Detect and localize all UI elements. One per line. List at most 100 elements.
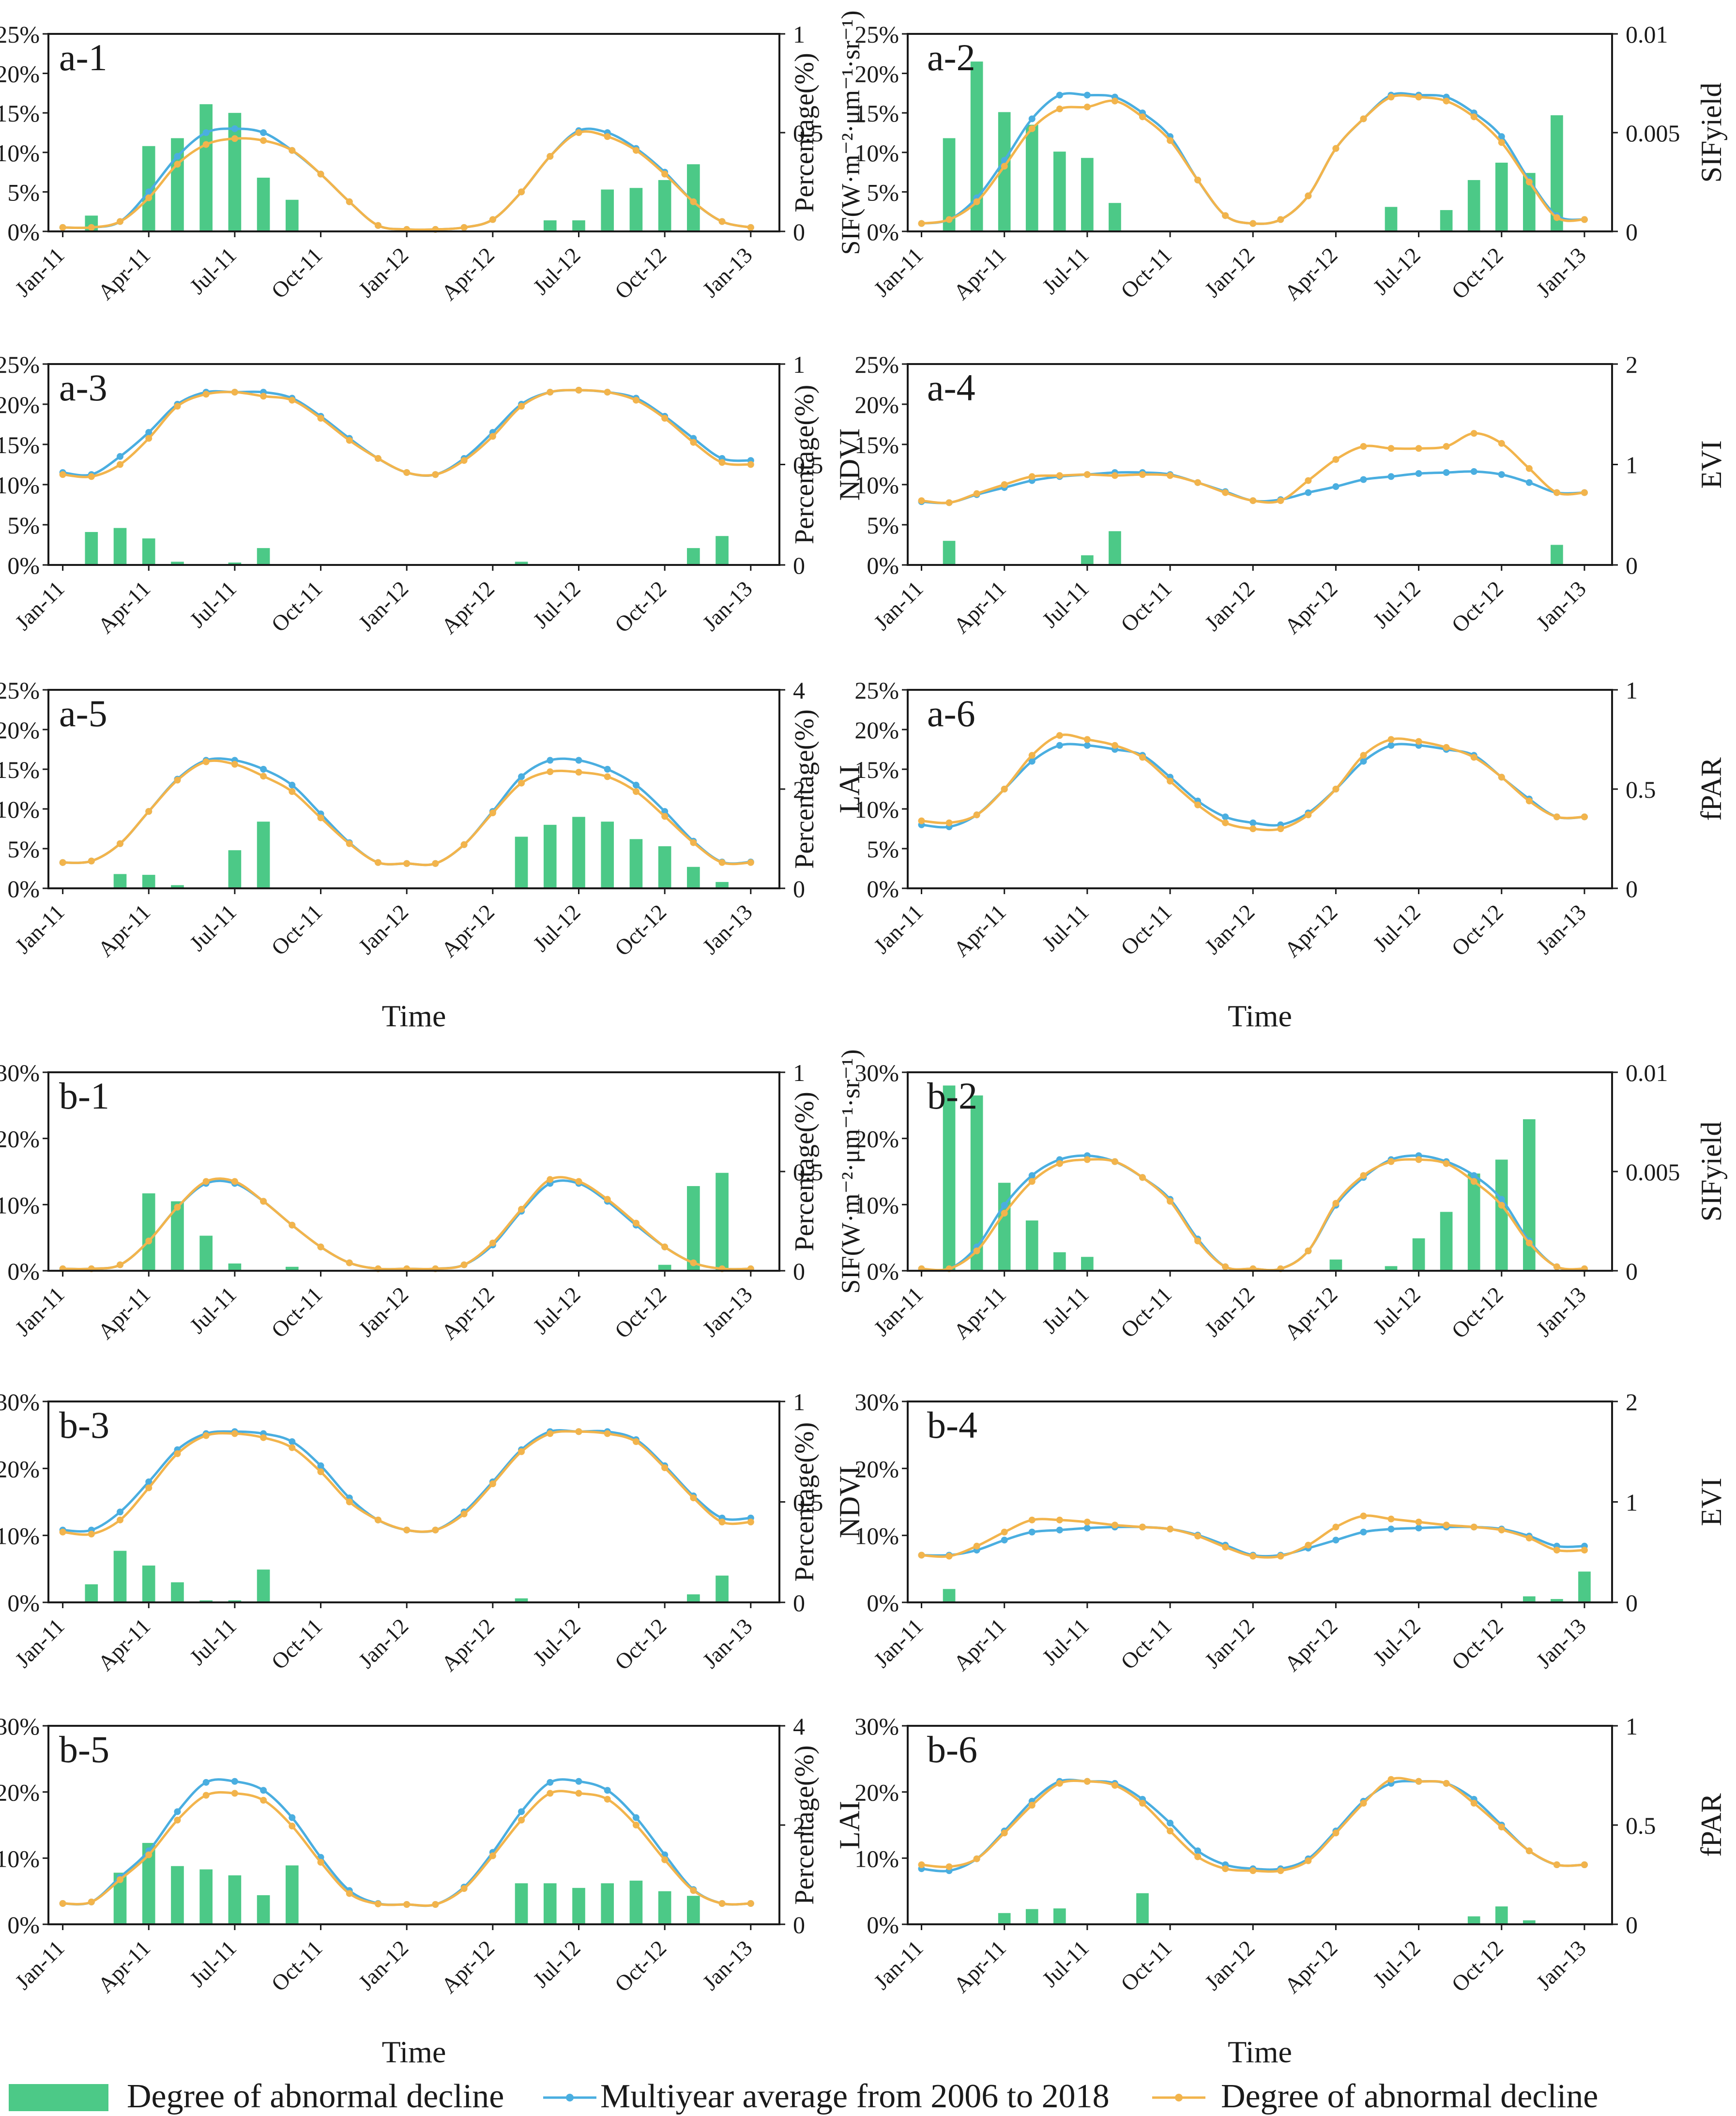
data-point-cur <box>174 1450 181 1457</box>
x-tick-label: Oct-11 <box>1116 1282 1176 1342</box>
data-point-cur <box>59 859 66 866</box>
data-point-cur <box>1360 1512 1367 1520</box>
data-point-cur <box>231 1430 238 1437</box>
data-point-cur <box>945 216 953 223</box>
bar <box>1053 152 1066 231</box>
data-point-cur <box>1360 443 1367 450</box>
bar <box>85 1584 98 1602</box>
x-tick-label: Jul-12 <box>528 1614 585 1670</box>
data-point-cur <box>718 1519 726 1525</box>
data-point-cur <box>260 393 267 400</box>
data-point-cur <box>718 859 726 866</box>
data-point-cur <box>59 1528 66 1536</box>
data-point-cur <box>1498 774 1505 781</box>
data-point-cur <box>747 224 754 231</box>
x-tick-label: Oct-11 <box>266 899 327 960</box>
plot-frame <box>47 1071 780 1272</box>
data-point-avg <box>202 1779 210 1786</box>
data-point-cur <box>145 1484 152 1492</box>
data-point-cur <box>575 129 582 136</box>
data-point-cur <box>460 457 468 464</box>
x-tick-label: Apr-12 <box>437 899 499 962</box>
x-tick-label: Oct-12 <box>1447 899 1508 960</box>
y2-tick-label: 0 <box>793 1258 805 1285</box>
bar <box>142 1565 155 1602</box>
data-point-avg <box>1028 758 1036 765</box>
x-tick-label: Oct-12 <box>1447 1935 1508 1996</box>
data-point-cur <box>59 224 66 231</box>
data-point-cur <box>1222 1263 1229 1270</box>
y2-tick-label: 1 <box>793 351 805 378</box>
data-point-avg <box>1387 1525 1395 1533</box>
data-point-cur <box>1387 93 1395 101</box>
bar <box>228 850 242 888</box>
panel-label: a-5 <box>59 692 107 734</box>
data-point-cur <box>973 1542 980 1550</box>
y-axis-title: Percentage(%) <box>790 709 820 869</box>
y-tick-label: 0% <box>7 218 40 245</box>
data-point-cur <box>1001 786 1008 792</box>
data-point-cur <box>1443 1160 1450 1167</box>
panel-label: a-2 <box>927 36 975 78</box>
y-tick-label: 15% <box>0 756 40 783</box>
data-point-avg <box>1028 115 1036 122</box>
panel-label: b-6 <box>927 1728 977 1770</box>
x-tick-label: Jan-13 <box>1531 243 1591 302</box>
y-tick-label: 20% <box>0 1455 40 1482</box>
series-line-cur <box>921 733 1585 832</box>
data-point-cur <box>1194 1533 1202 1540</box>
data-point-cur <box>346 1890 353 1897</box>
data-point-cur <box>174 161 181 168</box>
y2-tick-label: 0.5 <box>793 1489 823 1516</box>
bar <box>142 1193 155 1271</box>
data-point-cur <box>1525 465 1533 472</box>
data-point-cur <box>1332 145 1340 152</box>
data-point-cur <box>973 1855 980 1862</box>
y2-tick-label: 1 <box>1626 1489 1638 1516</box>
y2-axis-title: SIFyield <box>1695 1122 1727 1222</box>
y-tick-label: 20% <box>854 61 899 88</box>
data-point-cur <box>661 1243 669 1250</box>
series-line-cur <box>62 130 751 231</box>
data-point-cur <box>1443 744 1450 751</box>
bar <box>1136 1893 1149 1924</box>
data-point-cur <box>518 1448 525 1455</box>
data-point-cur <box>1139 1799 1146 1807</box>
data-point-cur <box>1470 754 1477 761</box>
data-point-avg <box>547 757 554 764</box>
data-point-cur <box>1443 1522 1450 1529</box>
y2-tick-label: 0 <box>1626 552 1638 579</box>
x-tick-label: Apr-12 <box>1279 576 1342 639</box>
data-point-cur <box>289 396 296 404</box>
data-point-cur <box>1525 797 1533 805</box>
data-point-cur <box>518 1816 525 1824</box>
x-tick-label: Oct-12 <box>610 1614 671 1675</box>
x-tick-label: Jan-13 <box>698 243 757 302</box>
bar <box>113 874 127 888</box>
data-point-cur <box>88 224 95 231</box>
y-tick-label: 20% <box>0 391 40 418</box>
data-point-cur <box>1249 1553 1257 1560</box>
x-tick-label: Jan-13 <box>1531 1614 1591 1673</box>
data-point-avg <box>1305 489 1312 496</box>
data-point-cur <box>1415 93 1422 101</box>
y-tick-label: 5% <box>867 179 899 206</box>
x-tick-label: Jan-11 <box>869 576 928 635</box>
data-point-cur <box>289 788 296 795</box>
data-point-cur <box>1056 106 1063 113</box>
bar <box>257 822 270 888</box>
data-point-cur <box>945 1553 953 1560</box>
x-tick-label: Apr-11 <box>949 243 1011 304</box>
bar <box>515 1883 528 1924</box>
data-point-avg <box>1360 758 1367 765</box>
data-point-cur <box>231 1178 238 1185</box>
bar <box>1495 1906 1508 1924</box>
bar <box>716 1172 729 1271</box>
y2-tick-label: 0.5 <box>793 1158 823 1186</box>
data-point-cur <box>1111 1158 1118 1165</box>
y-tick-label: 25% <box>854 21 899 48</box>
x-tick-label: Oct-11 <box>1116 899 1176 960</box>
data-point-cur <box>690 1887 697 1894</box>
data-point-cur <box>117 1261 124 1268</box>
bar <box>1385 1266 1398 1271</box>
